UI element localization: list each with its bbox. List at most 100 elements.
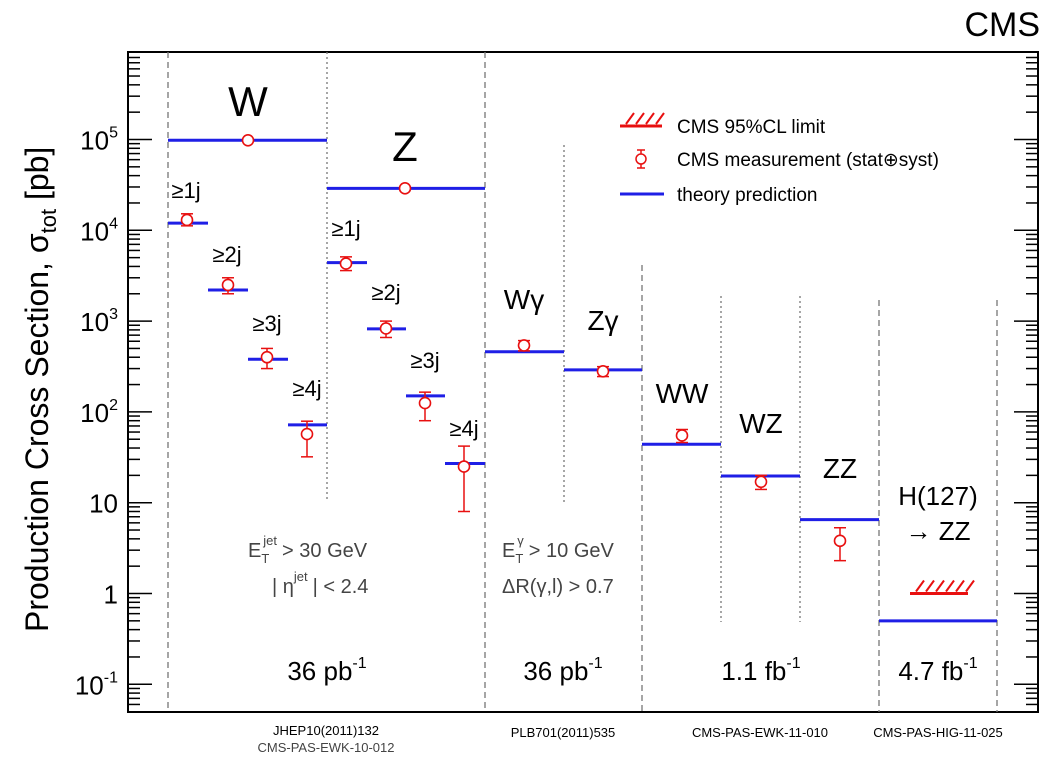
label-z: Z xyxy=(392,123,418,170)
y-tick-label-base: 10 xyxy=(75,670,104,700)
y-tick-label: 10-1 xyxy=(75,669,118,700)
measurement-wgamma xyxy=(517,339,531,352)
y-axis-title-main: Production Cross Section, σ xyxy=(19,233,55,632)
cut-gamma-et: ETγ > 10 GeV xyxy=(502,533,615,566)
measurement-w-ge1j xyxy=(180,213,194,227)
separators xyxy=(167,52,998,712)
label-w: W xyxy=(228,78,268,125)
cut-jet-et-sup: jet xyxy=(262,533,277,548)
y-axis-title-unit: [pb] xyxy=(19,147,55,200)
cut-jet-et-value: > 30 GeV xyxy=(282,540,368,562)
y-axis-title-sub: tot xyxy=(36,209,61,233)
cut-jet-et-sub: T xyxy=(261,551,269,566)
limit-hatch xyxy=(915,579,925,593)
y-tick-label-exponent: 2 xyxy=(109,397,118,414)
measurement-z-ge4j xyxy=(457,460,471,473)
y-tick-label: 10 xyxy=(89,489,118,519)
y-tick-label: 1 xyxy=(104,580,118,610)
label-higgs-line2: → ZZ xyxy=(906,516,971,546)
cut-jet-eta-value: | < 2.4 xyxy=(313,576,369,598)
lumi-vv: 1.1 fb-1 xyxy=(721,655,800,686)
cut-gamma-et-sub: T xyxy=(515,551,523,566)
y-tick-label-exponent: -1 xyxy=(104,669,118,686)
label-zgamma: Zγ xyxy=(587,305,618,336)
lumi-vj: 36 pb-1 xyxy=(287,655,366,686)
y-tick-label-base: 10 xyxy=(89,489,118,519)
measurement-z xyxy=(398,182,412,195)
measurement-w-ge4j xyxy=(300,427,314,441)
legend: CMS 95%CL limit CMS measurement (stat⊕sy… xyxy=(620,112,939,206)
cut-gamma-et-sym: E xyxy=(502,540,515,562)
lumi-higgs-base: 4.7 fb xyxy=(898,656,963,686)
cut-annotations: ETjet > 30 GeV | ηjet | < 2.4 ETγ > 10 GeV … xyxy=(248,533,615,598)
label-z-ge2j: ≥2j xyxy=(371,280,400,305)
limit-hatch xyxy=(925,579,935,593)
ref-vj-line2: CMS-PAS-EWK-10-012 xyxy=(257,740,394,755)
y-axis-ticks xyxy=(128,56,1038,706)
lumi-vv-exp: -1 xyxy=(786,655,800,672)
measurement-z-ge2j xyxy=(379,322,393,335)
references: JHEP10(2011)132 CMS-PAS-EWK-10-012 PLB70… xyxy=(257,723,1002,755)
lumi-vg: 36 pb-1 xyxy=(523,655,602,686)
measurement-w-ge3j xyxy=(260,350,274,364)
plot-frame xyxy=(127,51,1039,713)
y-tick-label: 104 xyxy=(80,215,118,246)
y-tick-label-exponent: 4 xyxy=(109,215,118,232)
legend-measurement-label: CMS measurement (stat⊕syst) xyxy=(677,150,939,171)
label-w-ge2j: ≥2j xyxy=(212,242,241,267)
y-tick-label: 102 xyxy=(80,397,118,428)
label-z-ge1j: ≥1j xyxy=(331,216,360,241)
limit-hatch xyxy=(955,579,965,593)
ref-higgs: CMS-PAS-HIG-11-025 xyxy=(873,725,1003,740)
process-labels: W Z ≥1j ≥2j ≥3j ≥4j ≥1j ≥2j ≥3j ≥4j Wγ Z… xyxy=(171,78,977,546)
y-axis-title: Production Cross Section, σtot [pb] xyxy=(19,147,61,632)
limit-hatch xyxy=(945,579,955,593)
measurement-z-ge1j xyxy=(339,257,353,270)
y-tick-label-base: 10 xyxy=(80,307,109,337)
y-tick-label-exponent: 5 xyxy=(109,125,118,142)
cut-gamma-et-sup: γ xyxy=(517,533,524,548)
ref-vj-line1: JHEP10(2011)132 xyxy=(273,723,379,738)
measurements xyxy=(180,133,847,562)
y-axis-title-gap xyxy=(19,200,55,209)
y-tick-label-base: 10 xyxy=(80,216,109,246)
limit-markers xyxy=(910,579,975,595)
legend-theory-label: theory prediction xyxy=(677,185,817,206)
ref-vg: PLB701(2011)535 xyxy=(511,725,616,740)
measurement-zz xyxy=(833,534,847,548)
label-wgamma: Wγ xyxy=(504,284,544,315)
cut-gamma-et-value: > 10 GeV xyxy=(529,540,615,562)
cut-jet-et: ETjet > 30 GeV xyxy=(248,533,368,566)
label-ww: WW xyxy=(656,378,709,409)
cut-jet-et-sym: E xyxy=(248,540,261,562)
y-tick-label: 103 xyxy=(80,306,118,337)
lumi-higgs: 4.7 fb-1 xyxy=(898,655,977,686)
lumi-vj-exp: -1 xyxy=(352,655,366,672)
cut-jet-eta-sup: jet xyxy=(293,569,308,584)
label-z-ge3j: ≥3j xyxy=(410,348,439,373)
lumi-vg-base: 36 pb xyxy=(523,656,588,686)
label-z-ge4j: ≥4j xyxy=(449,416,478,441)
lumi-vj-base: 36 pb xyxy=(287,656,352,686)
measurement-ww xyxy=(675,429,689,442)
measurement-w xyxy=(241,133,255,147)
y-tick-label-base: 1 xyxy=(104,580,118,610)
cut-jet-eta: | ηjet | < 2.4 xyxy=(272,569,368,598)
lumi-vv-base: 1.1 fb xyxy=(721,656,786,686)
lumi-vg-exp: -1 xyxy=(588,655,602,672)
luminosity-labels: 36 pb-1 36 pb-1 1.1 fb-1 4.7 fb-1 xyxy=(287,655,977,686)
label-w-ge1j: ≥1j xyxy=(171,178,200,203)
cut-jet-eta-sym: | η xyxy=(272,576,294,598)
y-tick-label-base: 10 xyxy=(80,126,109,156)
label-w-ge3j: ≥3j xyxy=(252,311,281,336)
measurement-zgamma xyxy=(596,364,610,378)
measurement-w-ge2j xyxy=(221,278,235,292)
legend-measurement-symbol xyxy=(635,149,647,169)
y-tick-label-exponent: 3 xyxy=(109,306,118,323)
label-wz: WZ xyxy=(739,408,783,439)
legend-limit-label: CMS 95%CL limit xyxy=(677,117,826,138)
label-w-ge4j: ≥4j xyxy=(292,376,321,401)
limit-hatch xyxy=(965,579,975,593)
ref-vv: CMS-PAS-EWK-11-010 xyxy=(692,725,828,740)
